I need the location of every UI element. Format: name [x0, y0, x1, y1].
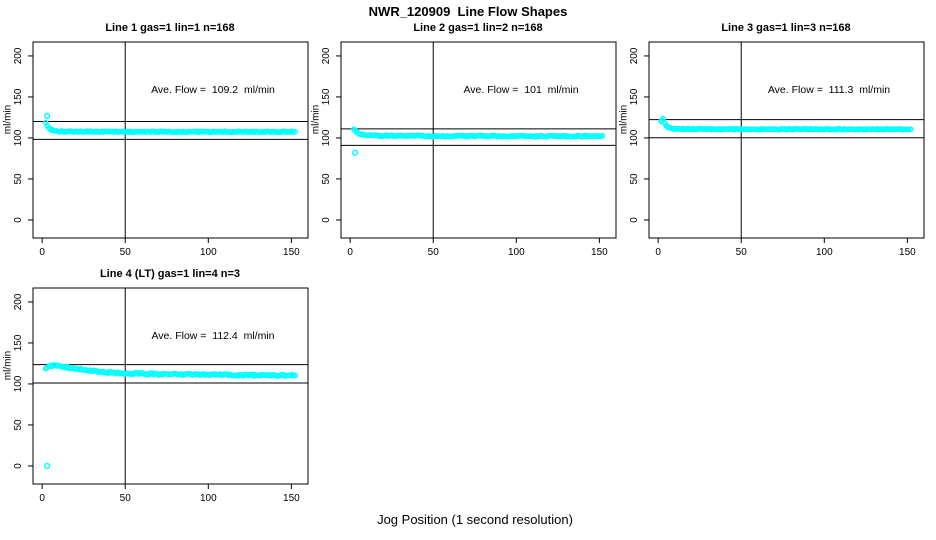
x-tick-label: 150 — [899, 247, 916, 258]
x-tick-label: 100 — [816, 247, 833, 258]
flow-data-point — [763, 126, 769, 133]
flow-data-point — [161, 371, 168, 377]
x-tick-label: 50 — [120, 493, 132, 504]
y-tick-label: 0 — [629, 217, 640, 223]
flow-data-point — [798, 126, 804, 133]
flow-data-point — [599, 132, 606, 139]
y-tick-label: 150 — [629, 88, 640, 105]
panel-4-box — [32, 287, 309, 485]
y-tick-label: 0 — [13, 463, 24, 469]
panel-2-box — [340, 41, 617, 239]
panel-1-box — [32, 41, 309, 239]
x-tick-label: 150 — [283, 247, 300, 258]
x-tick-label: 100 — [200, 493, 217, 504]
panel-2-y-axis-label: ml/min — [310, 104, 322, 135]
flow-outlier-point — [658, 117, 665, 125]
flow-data-point — [261, 372, 268, 378]
x-tick-label: 50 — [428, 247, 440, 258]
y-tick-label: 100 — [13, 129, 24, 146]
flow-data-point — [849, 126, 856, 133]
flow-outlier-point — [43, 462, 51, 470]
flow-data-point — [375, 133, 382, 139]
panel-3-ave-flow-annotation: Ave. Flow = 111.3 ml/min — [767, 84, 891, 96]
flow-data-point — [292, 372, 299, 379]
flow-data-point — [121, 129, 128, 135]
panel-4-ave-flow-annotation: Ave. Flow = 112.4 ml/min — [151, 330, 275, 342]
x-tick-label: 100 — [508, 247, 525, 258]
y-tick-label: 100 — [13, 375, 24, 392]
flow-data-point — [102, 128, 108, 135]
x-tick-label: 50 — [736, 247, 748, 258]
y-tick-label: 200 — [321, 47, 332, 64]
x-tick-label: 0 — [39, 493, 45, 504]
flow-data-point — [801, 126, 808, 132]
panel-3-title: Line 3 gas=1 lin=3 n=168 — [721, 22, 851, 34]
x-axis-label: Jog Position (1 second resolution) — [377, 512, 573, 527]
panel-2-ave-flow-annotation: Ave. Flow = 101 ml/min — [463, 84, 579, 96]
x-tick-label: 0 — [347, 247, 353, 258]
panel-3-box — [648, 41, 925, 239]
panel-1-title: Line 1 gas=1 lin=1 n=168 — [105, 22, 235, 34]
y-tick-label: 0 — [13, 217, 24, 223]
flow-data-point — [200, 128, 206, 135]
flow-data-point — [292, 128, 299, 135]
y-tick-label: 50 — [13, 419, 24, 431]
main-title: NWR_120909 Line Flow Shapes — [368, 4, 568, 19]
x-tick-label: 150 — [591, 247, 608, 258]
flow-data-point — [95, 369, 102, 376]
y-tick-label: 150 — [13, 334, 24, 351]
y-tick-label: 50 — [321, 173, 332, 185]
y-tick-label: 50 — [13, 173, 24, 185]
flow-data-point — [190, 128, 197, 135]
y-tick-label: 200 — [13, 47, 24, 64]
flow-data-point — [118, 370, 125, 377]
x-tick-label: 0 — [39, 247, 45, 258]
y-tick-label: 100 — [321, 129, 332, 146]
flow-data-point — [290, 129, 296, 135]
panel-4-y-axis-label: ml/min — [2, 350, 14, 381]
y-tick-label: 150 — [321, 88, 332, 105]
flow-data-point — [907, 126, 914, 133]
flow-outlier-point — [351, 149, 359, 156]
flow-data-point — [186, 128, 193, 135]
y-tick-label: 0 — [321, 217, 332, 223]
y-tick-label: 50 — [629, 173, 640, 185]
y-tick-label: 200 — [13, 293, 24, 310]
x-tick-label: 0 — [655, 247, 661, 258]
panel-4-title: Line 4 (LT) gas=1 lin=4 n=3 — [99, 268, 241, 280]
x-tick-label: 100 — [200, 247, 217, 258]
flow-outlier-point — [43, 112, 51, 119]
y-tick-label: 100 — [629, 129, 640, 146]
flow-data-point — [699, 126, 706, 133]
panel-2-title: Line 2 gas=1 lin=2 n=168 — [413, 22, 543, 34]
x-tick-label: 150 — [283, 493, 300, 504]
x-tick-label: 50 — [120, 247, 132, 258]
panel-3-y-axis-label: ml/min — [618, 104, 630, 135]
y-tick-label: 200 — [629, 47, 640, 64]
y-tick-label: 150 — [13, 88, 24, 105]
panel-1-ave-flow-annotation: Ave. Flow = 109.2 ml/min — [151, 84, 275, 96]
panel-1-y-axis-label: ml/min — [2, 104, 14, 135]
